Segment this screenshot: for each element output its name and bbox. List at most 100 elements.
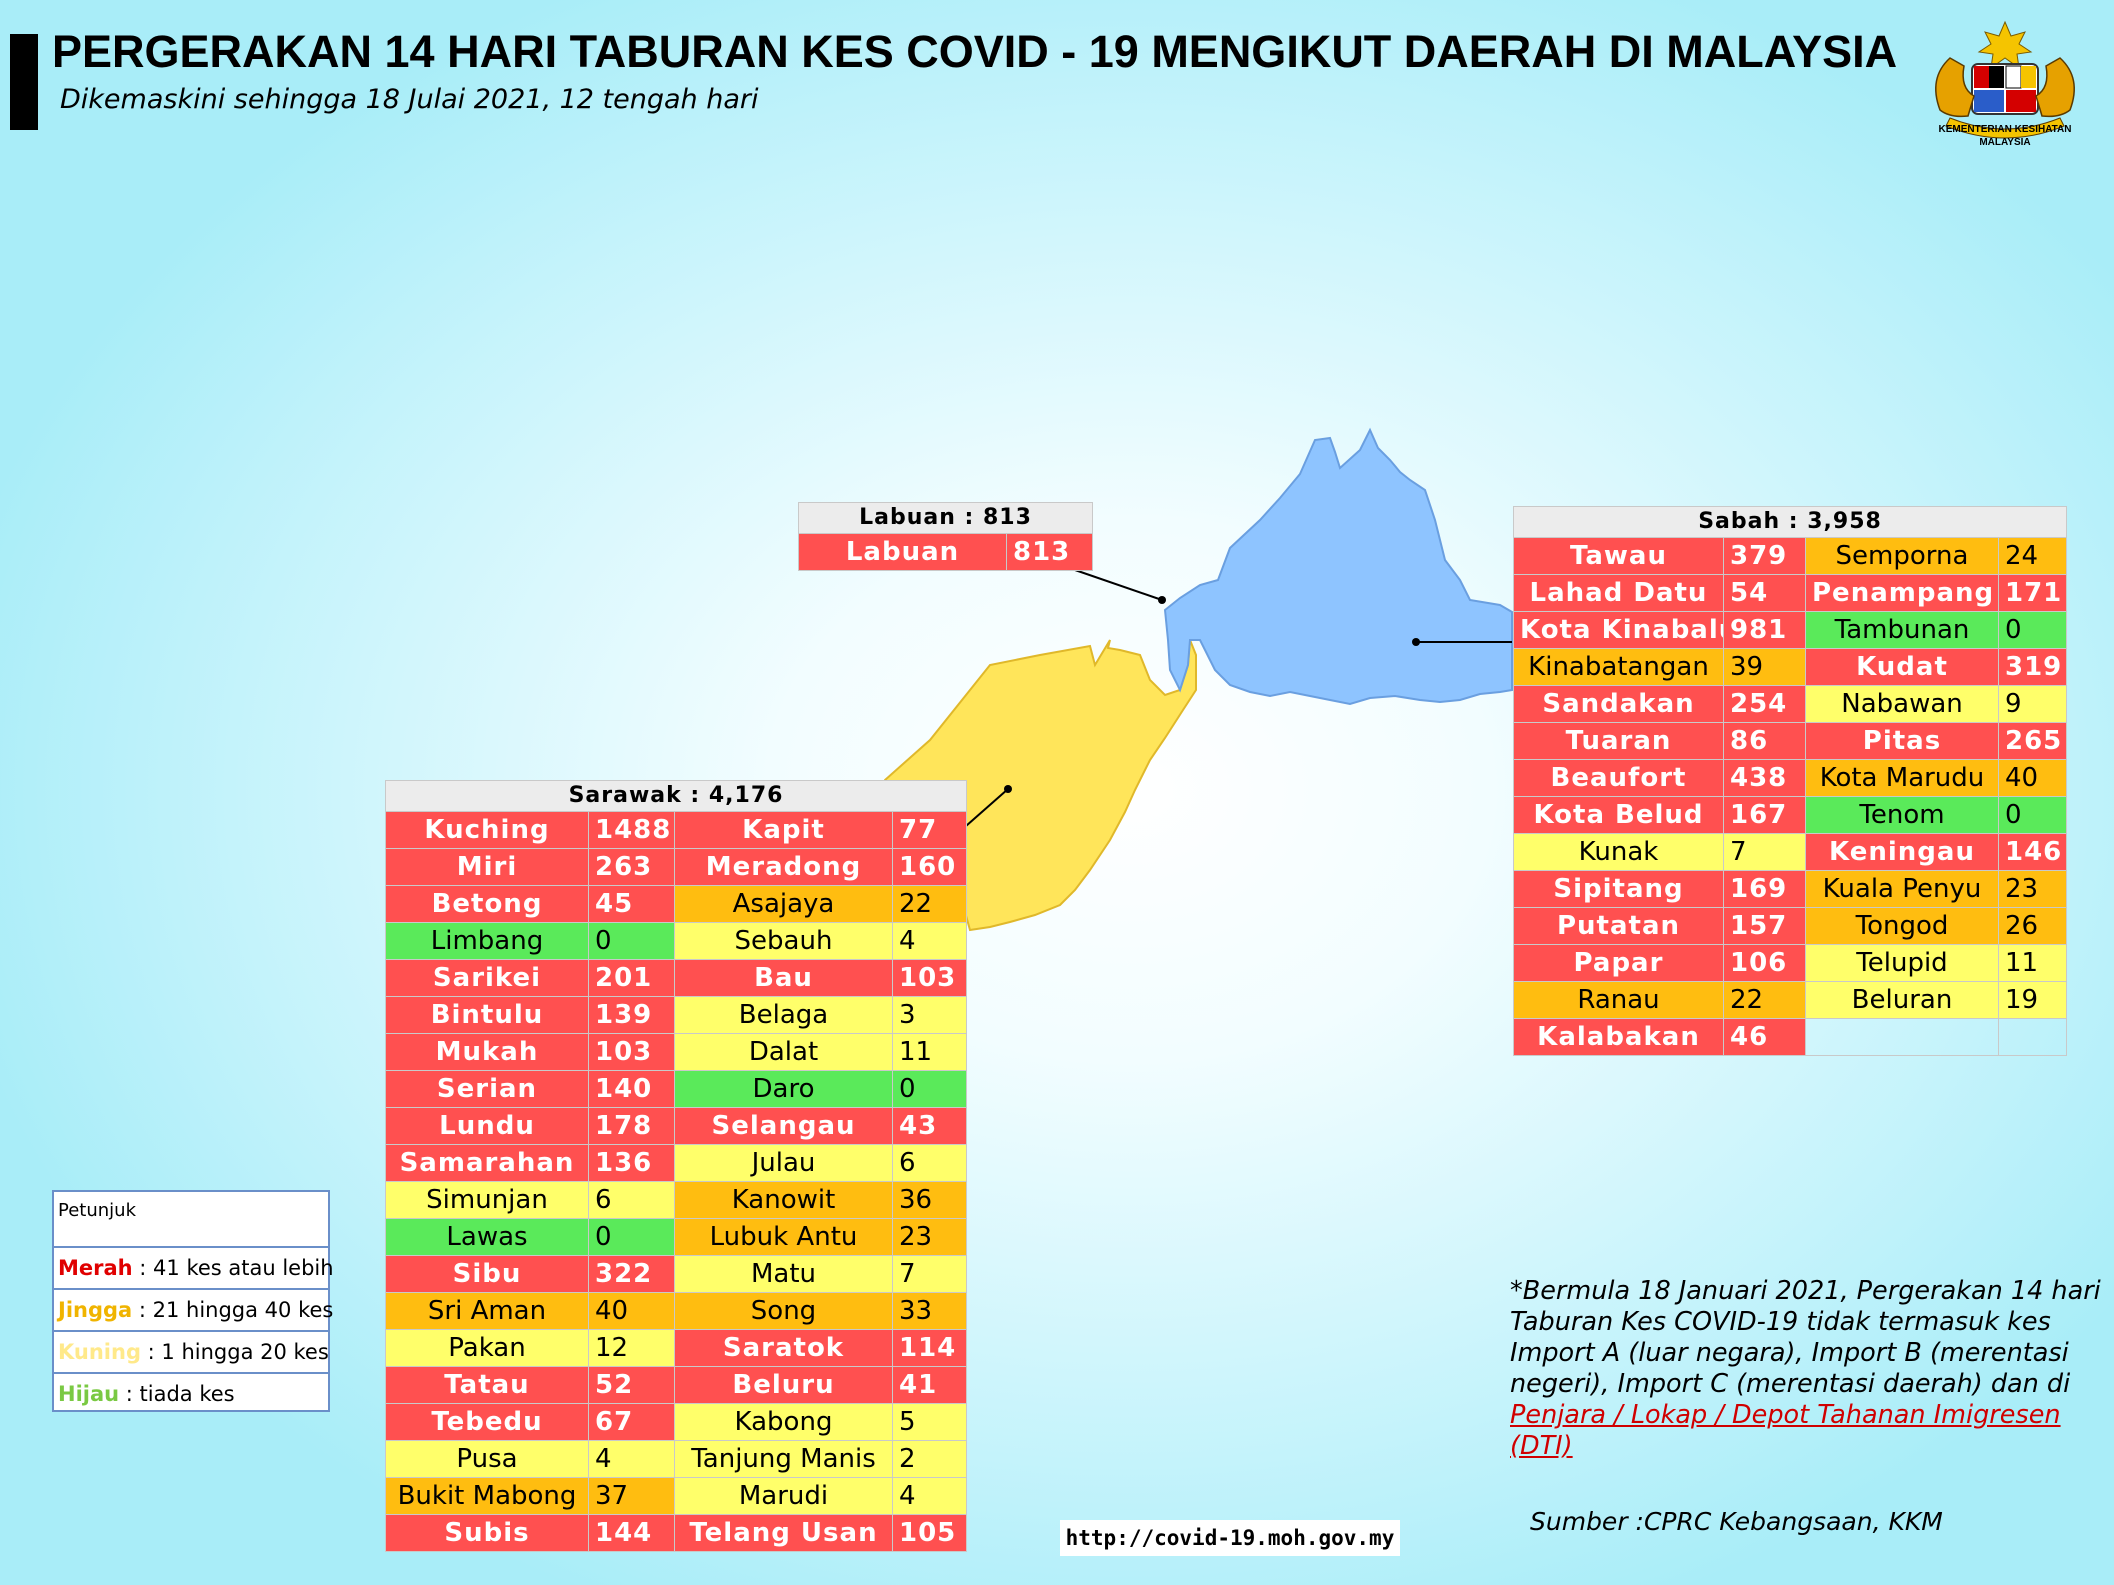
district-cases: 160 <box>891 848 968 886</box>
table-row: Tebedu 67 Kabong 5 <box>385 1403 968 1441</box>
legend-text: : 21 hingga 40 kes <box>132 1298 334 1322</box>
district-name: Betong <box>385 885 589 923</box>
legend: Petunjuk Merah : 41 kes atau lebih Jingg… <box>52 1190 334 1412</box>
district-cases: 33 <box>891 1292 968 1330</box>
table-row: Bintulu 139 Belaga 3 <box>385 996 968 1034</box>
district-cases: 3 <box>891 996 968 1034</box>
sarawak-marker <box>1004 785 1012 793</box>
district-cases: 43 <box>891 1107 968 1145</box>
district-cases: 2 <box>891 1440 968 1478</box>
sabah-region[interactable] <box>1163 427 1513 706</box>
district-name: Bintulu <box>385 996 589 1034</box>
table-row: Lundu 178 Selangau 43 <box>385 1107 968 1145</box>
district-cases: 379 <box>1723 537 1806 575</box>
sarawak-table: Sarawak : 4,176 Kuching 1488 Kapit 77 Miri 26… <box>384 780 968 1552</box>
table-row: Tawau 379 Semporna 24 <box>1513 537 2068 575</box>
sarawak-table-title: Sarawak : 4,176 <box>384 780 968 812</box>
source-url-link[interactable]: http://covid-19.moh.gov.my <box>1060 1520 1400 1556</box>
kkm-crest-icon <box>1935 20 2075 139</box>
sabah-marker <box>1412 638 1420 646</box>
district-cases: 0 <box>1997 796 2068 834</box>
table-row: Miri 263 Meradong 160 <box>385 848 968 886</box>
district-name: Julau <box>674 1144 893 1182</box>
district-cases: 167 <box>1723 796 1806 834</box>
labuan-table-title: Labuan : 813 <box>797 502 1094 534</box>
district-cases: 201 <box>588 959 675 997</box>
district-cases: 11 <box>891 1033 968 1071</box>
table-row: Lawas 0 Lubuk Antu 23 <box>385 1218 968 1256</box>
district-name: Tanjung Manis <box>674 1440 893 1478</box>
district-name: Beluran <box>1805 981 1999 1019</box>
district-cases: 36 <box>891 1181 968 1219</box>
district-name: Kota Kinabalu <box>1513 611 1724 649</box>
district-name: Kuala Penyu <box>1805 870 1999 908</box>
district-cases: 39 <box>1723 648 1806 686</box>
district-name: Pakan <box>385 1329 589 1367</box>
title-accent-bar <box>10 34 38 130</box>
district-name: Lawas <box>385 1218 589 1256</box>
district-cases: 67 <box>588 1403 675 1441</box>
district-name: Sandakan <box>1513 685 1724 723</box>
district-name: Bukit Mabong <box>385 1477 589 1515</box>
table-row: Kota Belud 167 Tenom 0 <box>1513 796 2068 834</box>
district-name: Samarahan <box>385 1144 589 1182</box>
district-name: Matu <box>674 1255 893 1293</box>
district-name: Daro <box>674 1070 893 1108</box>
table-row: Kunak 7 Keningau 146 <box>1513 833 2068 871</box>
district-name: Papar <box>1513 944 1724 982</box>
table-row: Tatau 52 Beluru 41 <box>385 1366 968 1404</box>
district-cases: 41 <box>891 1366 968 1404</box>
district-name: Subis <box>385 1514 589 1552</box>
district-cases: 140 <box>588 1070 675 1108</box>
district-name: Tuaran <box>1513 722 1724 760</box>
district-name: Labuan <box>798 533 1007 571</box>
district-name: Penampang <box>1805 574 1999 612</box>
district-cases: 46 <box>1723 1018 1806 1056</box>
district-cases: 7 <box>891 1255 968 1293</box>
footnote-link[interactable]: Penjara / Lokap / Depot Tahanan Imigrese… <box>1510 1400 2061 1461</box>
district-cases: 9 <box>1997 685 2068 723</box>
table-row: Serian 140 Daro 0 <box>385 1070 968 1108</box>
district-cases: 169 <box>1723 870 1806 908</box>
labuan-marker <box>1158 596 1166 604</box>
table-row: Sibu 322 Matu 7 <box>385 1255 968 1293</box>
district-name: Tatau <box>385 1366 589 1404</box>
district-name: Pusa <box>385 1440 589 1478</box>
district-name: Kota Belud <box>1513 796 1724 834</box>
district-cases: 5 <box>891 1403 968 1441</box>
district-name: Lubuk Antu <box>674 1218 893 1256</box>
district-name: Tenom <box>1805 796 1999 834</box>
district-cases: 24 <box>1997 537 2068 575</box>
district-name: Serian <box>385 1070 589 1108</box>
district-name: Kudat <box>1805 648 1999 686</box>
district-cases: 144 <box>588 1514 675 1552</box>
table-row: Tuaran 86 Pitas 265 <box>1513 722 2068 760</box>
footnote: *Bermula 18 Januari 2021, Pergerakan 14 … <box>1510 1276 2110 1462</box>
table-row: Kinabatangan 39 Kudat 319 <box>1513 648 2068 686</box>
district-name: Kapit <box>674 811 893 849</box>
legend-title: Petunjuk <box>54 1192 328 1248</box>
district-name <box>1805 1018 1999 1056</box>
district-name: Sebauh <box>674 922 893 960</box>
logo-caption-line2: MALAYSIA <box>1979 137 2031 148</box>
district-name: Ranau <box>1513 981 1724 1019</box>
district-cases: 103 <box>588 1033 675 1071</box>
district-cases: 23 <box>891 1218 968 1256</box>
district-name: Semporna <box>1805 537 1999 575</box>
district-cases: 77 <box>891 811 968 849</box>
district-cases: 106 <box>1723 944 1806 982</box>
table-row: Putatan 157 Tongod 26 <box>1513 907 2068 945</box>
district-name: Sri Aman <box>385 1292 589 1330</box>
district-cases: 171 <box>1997 574 2068 612</box>
table-row: Beaufort 438 Kota Marudu 40 <box>1513 759 2068 797</box>
district-cases: 0 <box>588 922 675 960</box>
district-cases: 813 <box>1005 533 1094 571</box>
legend-key: Jingga <box>58 1298 133 1322</box>
district-name: Selangau <box>674 1107 893 1145</box>
district-name: Beluru <box>674 1366 893 1404</box>
sabah-table: Sabah : 3,958 Tawau 379 Semporna 24 Lahad Da… <box>1512 506 2068 1056</box>
logo-caption-line1: KEMENTERIAN KESIHATAN <box>1938 124 2072 135</box>
legend-text: : 41 kes atau lebih <box>132 1256 334 1280</box>
legend-item-merah: Merah : 41 kes atau lebih <box>54 1248 334 1290</box>
table-row: Betong 45 Asajaya 22 <box>385 885 968 923</box>
